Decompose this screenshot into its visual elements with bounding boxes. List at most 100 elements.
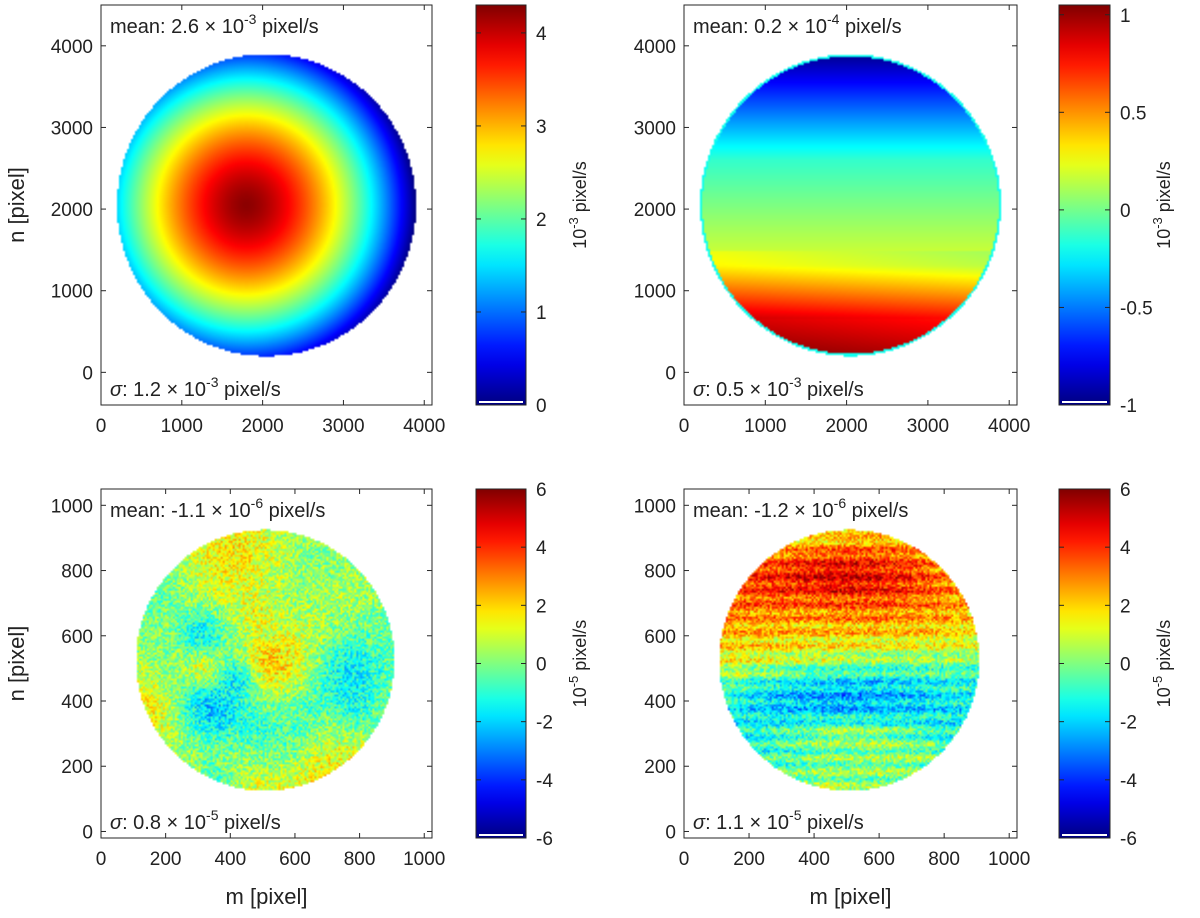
x-tick-label: 3000 (322, 416, 364, 437)
y-tick-label: 3000 (51, 118, 93, 139)
panel-top-left: 0 1000 2000 3000 4000 0 1000 2000 3000 4000 n [pix… (4, 4, 590, 437)
y-tick-label: 800 (61, 562, 93, 583)
colorbar-tick-label: -0.5 (1120, 298, 1153, 319)
colorbar (1058, 488, 1111, 839)
y-tick-label: 0 (665, 363, 676, 384)
colorbar-tick-label: 0 (1120, 201, 1131, 222)
y-tick-label: 2000 (51, 200, 93, 221)
x-tick-label: 2000 (241, 416, 283, 437)
y-tick-label: 1000 (51, 496, 93, 517)
y-tick-label: 0 (82, 363, 93, 384)
x-tick-label: 2000 (825, 416, 867, 437)
colorbar-tick-label: 4 (536, 538, 547, 559)
colorbar-tick-label: -2 (1120, 713, 1137, 734)
y-tick-label: 1000 (634, 496, 676, 517)
x-axis-label: m [pixel] (810, 884, 892, 909)
y-tick-label: 400 (61, 692, 93, 713)
x-tick-label: 1000 (403, 849, 445, 870)
sigma-annotation: σ: 1.1 × 10-5 pixel/s (693, 807, 864, 834)
heatmap-image (684, 489, 1017, 838)
plot-axes-box (683, 4, 1018, 406)
y-axis-label: n [pixel] (4, 167, 29, 243)
panel-bottom-left: 0 200 400 600 800 1000 0 200 400 600 800 1000 n [pix… (4, 480, 590, 909)
y-tick-label: 600 (61, 627, 93, 648)
plot-axes-box (100, 4, 433, 406)
y-axis-label: n [pixel] (4, 626, 29, 702)
x-tick-label: 800 (344, 849, 376, 870)
colorbar-tick-label: 0 (536, 396, 547, 417)
x-tick-label: 200 (150, 849, 182, 870)
panel-bottom-right: 0 200 400 600 800 1000 0 200 400 600 800 1000 m [pix… (634, 480, 1174, 909)
y-tick-label: 2000 (634, 200, 676, 221)
colorbar-label: 10-3 pixel/s (1150, 161, 1174, 249)
y-tick-label: 200 (644, 757, 676, 778)
colorbar-tick-label: 1 (1120, 6, 1131, 27)
x-tick-label: 0 (96, 849, 107, 870)
colorbar-label: 10-5 pixel/s (566, 620, 590, 708)
colorbar-tick-label: 4 (1120, 538, 1131, 559)
mean-annotation: mean: 0.2 × 10-4 pixel/s (693, 11, 902, 38)
colorbar-tick-label: 1 (536, 303, 547, 324)
x-tick-label: 800 (928, 849, 960, 870)
y-tick-label: 0 (82, 822, 93, 843)
colorbar-tick-label: 2 (1120, 596, 1131, 617)
colorbar (1058, 4, 1111, 406)
colorbar-tick-label: -6 (536, 829, 553, 850)
x-tick-label: 1000 (988, 849, 1030, 870)
heatmap-image (684, 5, 1017, 405)
mean-annotation: mean: -1.2 × 10-6 pixel/s (693, 495, 908, 522)
plot-axes-box (100, 488, 433, 839)
colorbar-tick-label: 0 (536, 655, 547, 676)
colorbar-tick-label: 3 (536, 117, 547, 138)
colorbar-tick-label: -1 (1120, 396, 1137, 417)
colorbar-tick-label: 0 (1120, 655, 1131, 676)
y-tick-label: 800 (644, 562, 676, 583)
sigma-annotation: σ: 0.8 × 10-5 pixel/s (110, 807, 281, 834)
x-tick-label: 4000 (403, 416, 445, 437)
sigma-annotation: σ: 0.5 × 10-3 pixel/s (693, 374, 864, 401)
colorbar-tick-label: 6 (536, 480, 547, 501)
x-tick-label: 600 (279, 849, 311, 870)
x-tick-label: 0 (96, 416, 107, 437)
y-tick-label: 200 (61, 757, 93, 778)
sigma-annotation: σ: 1.2 × 10-3 pixel/s (110, 374, 281, 401)
colorbar-tick-label: 4 (536, 24, 547, 45)
x-tick-label: 200 (733, 849, 765, 870)
colorbar-tick-label: 0.5 (1120, 103, 1146, 124)
x-tick-label: 1000 (744, 416, 786, 437)
colorbar-tick-label: -2 (536, 713, 553, 734)
colorbar (475, 488, 527, 839)
heatmap-image (101, 5, 432, 405)
panel-top-right: 0 1000 2000 3000 4000 0 1000 2000 3000 4000 mean: … (634, 4, 1174, 437)
colorbar-tick-label: -4 (536, 771, 553, 792)
x-tick-label: 400 (798, 849, 830, 870)
mean-annotation: mean: 2.6 × 10-3 pixel/s (110, 11, 319, 38)
colorbar-tick-label: -6 (1120, 829, 1137, 850)
colorbar-label: 10-5 pixel/s (1150, 620, 1174, 708)
colorbar-tick-label: 2 (536, 596, 547, 617)
colorbar-tick-label: -4 (1120, 771, 1137, 792)
y-tick-label: 1000 (634, 282, 676, 303)
y-tick-label: 1000 (51, 282, 93, 303)
y-tick-label: 0 (665, 822, 676, 843)
colorbar-label: 10-3 pixel/s (566, 161, 590, 249)
y-tick-label: 4000 (51, 37, 93, 58)
y-tick-label: 600 (644, 627, 676, 648)
y-tick-label: 400 (644, 692, 676, 713)
plot-axes-box (683, 488, 1018, 839)
colorbar (475, 4, 527, 406)
colorbar-tick-label: 6 (1120, 480, 1131, 501)
x-tick-label: 3000 (907, 416, 949, 437)
x-tick-label: 600 (863, 849, 895, 870)
y-tick-label: 4000 (634, 37, 676, 58)
colorbar-tick-label: 2 (536, 210, 547, 231)
y-tick-label: 3000 (634, 118, 676, 139)
x-tick-label: 4000 (988, 416, 1030, 437)
x-axis-label: m [pixel] (226, 884, 308, 909)
x-tick-label: 0 (679, 849, 690, 870)
x-tick-label: 1000 (161, 416, 203, 437)
x-tick-label: 400 (214, 849, 246, 870)
heatmap-image (101, 489, 432, 838)
mean-annotation: mean: -1.1 × 10-6 pixel/s (110, 495, 325, 522)
